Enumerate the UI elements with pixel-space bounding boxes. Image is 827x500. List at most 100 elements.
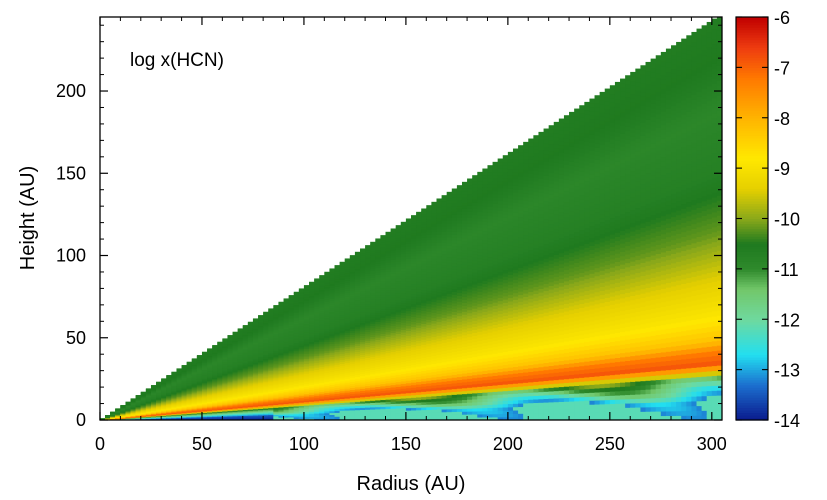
heatmap-cell — [273, 395, 280, 398]
heatmap-cell — [278, 408, 285, 411]
heatmap-cell — [385, 366, 392, 370]
heatmap-cell — [191, 407, 198, 409]
heatmap-cell — [334, 402, 341, 406]
heatmap-cell — [217, 369, 223, 372]
heatmap-cell — [268, 407, 274, 410]
heatmap-cell — [354, 276, 361, 280]
heatmap-cell — [263, 366, 269, 369]
heatmap-cell — [309, 361, 315, 365]
heatmap-cell — [375, 386, 382, 390]
heatmap-cell — [222, 351, 229, 354]
heatmap-cell — [207, 392, 213, 395]
heatmap-cell — [201, 416, 208, 419]
heatmap-cell — [242, 377, 249, 380]
heatmap-cell — [395, 407, 402, 411]
heatmap-cell — [365, 307, 371, 311]
heatmap-cell — [288, 416, 295, 420]
heatmap-cell — [191, 378, 198, 381]
heatmap-cell — [247, 352, 254, 354]
heatmap-cell — [349, 265, 356, 268]
heatmap-cell — [293, 317, 300, 320]
heatmap-cell — [222, 392, 229, 395]
heatmap-cell — [273, 390, 280, 393]
heatmap-cell — [278, 301, 285, 304]
heatmap-cell — [344, 296, 351, 299]
heatmap-cell — [242, 390, 249, 393]
heatmap-cell — [263, 325, 269, 328]
heatmap-cell — [293, 355, 300, 358]
heatmap-cell — [273, 356, 280, 359]
heatmap-cell — [186, 409, 193, 411]
heatmap-cell — [385, 268, 392, 272]
heatmap-cell — [400, 351, 407, 355]
heatmap-cell — [247, 346, 254, 348]
heatmap-cell — [237, 331, 244, 334]
heatmap-cell — [186, 404, 193, 406]
heatmap-cell — [349, 285, 356, 289]
heatmap-cell — [252, 372, 259, 375]
heatmap-cell — [237, 410, 244, 413]
heatmap-cell — [339, 377, 346, 380]
heatmap-cell — [349, 320, 356, 323]
heatmap-cell — [263, 331, 269, 334]
heatmap-cell — [252, 382, 259, 385]
heatmap-cell — [375, 242, 382, 246]
heatmap-cell — [375, 406, 382, 410]
heatmap-cell — [349, 259, 356, 262]
heatmap-cell — [405, 220, 412, 225]
heatmap-cell — [324, 370, 331, 374]
heatmap-cell — [385, 408, 392, 412]
heatmap-cell — [283, 316, 290, 319]
heatmap-cell — [288, 369, 295, 372]
heatmap-cell — [344, 304, 351, 307]
heatmap-cell — [298, 340, 305, 343]
heatmap-cell — [268, 400, 274, 403]
heatmap-cell — [395, 381, 402, 385]
heatmap-cell — [186, 379, 193, 382]
heatmap-cell — [176, 416, 183, 418]
heatmap-cell — [344, 310, 351, 313]
heatmap-cell — [375, 411, 382, 414]
heatmap-cell — [385, 278, 392, 282]
heatmap-cell — [344, 346, 351, 349]
heatmap-cell — [324, 288, 331, 291]
heatmap-cell — [232, 377, 239, 380]
heatmap-cell — [196, 363, 203, 365]
heatmap-cell — [181, 400, 188, 402]
heatmap-cell — [283, 401, 290, 405]
heatmap-cell — [314, 351, 320, 355]
heatmap-cell — [237, 358, 244, 361]
heatmap-cell — [176, 397, 183, 399]
heatmap-cell — [186, 368, 193, 370]
heatmap-cell — [395, 345, 402, 349]
heatmap-cell — [217, 363, 223, 366]
heatmap-cell — [349, 303, 356, 307]
heatmap-cell — [324, 313, 331, 317]
heatmap-cell — [273, 315, 280, 318]
heatmap-cell — [365, 279, 371, 283]
heatmap-cell — [181, 395, 188, 397]
heatmap-cell — [385, 317, 392, 321]
heatmap-cell — [247, 383, 254, 386]
heatmap-cell — [252, 353, 259, 356]
heatmap-cell — [237, 403, 244, 405]
heatmap — [100, 17, 722, 420]
heatmap-cell — [365, 368, 371, 371]
heatmap-cell — [258, 340, 264, 343]
heatmap-cell — [227, 374, 234, 377]
heatmap-cell — [263, 383, 269, 386]
heatmap-cell — [411, 303, 417, 307]
heatmap-cell — [268, 346, 274, 349]
heatmap-cell — [411, 409, 417, 414]
heatmap-cell — [349, 383, 356, 386]
heatmap-cell — [375, 346, 382, 349]
heatmap-cell — [252, 344, 259, 347]
heatmap-cell — [237, 416, 244, 419]
heatmap-cell — [354, 393, 361, 396]
heatmap-cell — [303, 338, 310, 341]
heatmap-cell — [380, 381, 387, 385]
heatmap-cell — [247, 393, 254, 396]
heatmap-cell — [263, 373, 269, 376]
heatmap-cell — [309, 309, 315, 312]
heatmap-cell — [354, 280, 361, 284]
